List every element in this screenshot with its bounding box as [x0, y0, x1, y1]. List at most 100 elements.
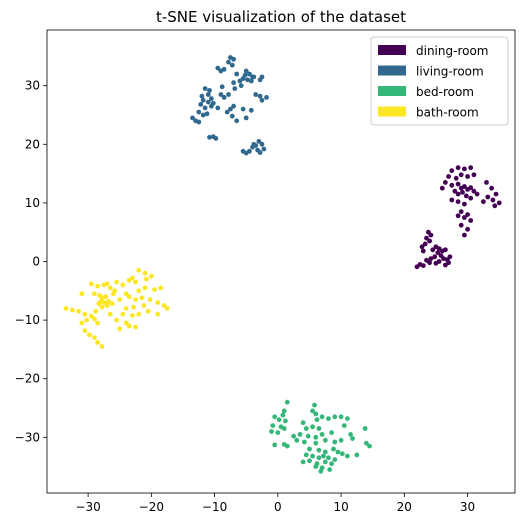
point-living-room: [221, 95, 227, 100]
point-bed-room: [319, 414, 325, 420]
point-dining-room: [458, 222, 464, 228]
point-bed-room: [350, 436, 355, 441]
x-axis: −30 −20 −10 0 10 20 30: [75, 493, 475, 514]
point-dining-room: [455, 181, 461, 187]
legend-swatch-bath-room: [378, 106, 406, 117]
point-dining-room: [455, 165, 461, 171]
point-dining-room: [471, 188, 477, 194]
y-tick-label: −20: [15, 372, 40, 386]
point-living-room: [231, 80, 237, 86]
legend-box: [370, 36, 509, 126]
point-bath-room: [107, 311, 113, 317]
point-living-room: [261, 146, 267, 152]
legend: dining-room living-room bed-room bath-room: [370, 36, 509, 126]
point-bed-room: [272, 414, 278, 420]
point-bath-room: [131, 304, 137, 310]
point-dining-room: [430, 247, 436, 253]
point-bed-room: [321, 453, 326, 459]
point-living-room: [202, 105, 208, 111]
point-bed-room: [284, 443, 290, 449]
point-living-room: [243, 68, 249, 74]
point-dining-room: [463, 193, 469, 199]
y-axis: −30 −20 −10 0 10 20 30: [15, 79, 47, 444]
point-dining-room: [443, 262, 448, 268]
point-bath-room: [155, 311, 161, 317]
point-dining-room: [443, 180, 448, 185]
point-bath-room: [63, 306, 69, 311]
chart-title: t-SNE visualization of the dataset: [156, 8, 406, 26]
point-bath-room: [95, 320, 100, 326]
point-bed-room: [338, 414, 344, 420]
point-bed-room: [300, 420, 306, 426]
point-dining-room: [447, 254, 453, 260]
y-tick-label: −30: [15, 430, 40, 444]
point-bed-room: [300, 459, 306, 465]
point-bed-room: [348, 432, 353, 437]
point-bath-room: [88, 313, 94, 319]
point-bath-room: [136, 311, 142, 317]
point-bed-room: [332, 457, 338, 462]
point-bath-room: [104, 303, 110, 308]
point-bath-room: [99, 344, 105, 349]
point-bath-room: [141, 303, 147, 308]
point-bath-room: [114, 317, 119, 323]
point-bed-room: [281, 408, 287, 414]
point-bath-room: [143, 276, 149, 282]
point-bed-room: [275, 430, 281, 435]
point-living-room: [240, 148, 246, 154]
point-bed-room: [284, 399, 290, 405]
point-living-room: [238, 83, 244, 89]
point-bed-room: [329, 461, 334, 467]
point-bath-room: [133, 279, 138, 285]
point-bath-room: [120, 311, 126, 317]
point-bath-room: [123, 306, 129, 311]
point-dining-room: [449, 168, 455, 174]
point-bed-room: [339, 451, 345, 457]
point-living-room: [240, 106, 246, 112]
point-dining-room: [452, 188, 458, 194]
point-living-room: [215, 105, 221, 111]
point-dining-room: [460, 189, 465, 195]
point-bed-room: [318, 468, 324, 474]
point-living-room: [256, 139, 262, 144]
point-dining-room: [449, 197, 455, 203]
point-dining-room: [449, 182, 455, 188]
x-tick-label: 30: [460, 500, 475, 514]
point-bed-room: [307, 458, 312, 464]
point-living-room: [243, 115, 249, 121]
point-living-room: [226, 92, 231, 97]
point-bed-room: [345, 453, 350, 459]
point-living-room: [251, 141, 257, 147]
point-dining-room: [419, 244, 425, 250]
point-bed-room: [341, 423, 347, 428]
point-dining-room: [443, 247, 448, 253]
point-dining-room: [428, 256, 434, 261]
point-dining-room: [427, 238, 432, 244]
point-living-room: [198, 102, 204, 107]
point-bath-room: [136, 267, 142, 273]
series-dining-room: [414, 165, 502, 270]
point-bed-room: [291, 433, 296, 439]
point-living-room: [257, 77, 263, 83]
point-bath-room: [76, 308, 81, 314]
point-bath-room: [117, 297, 123, 302]
point-dining-room: [420, 263, 426, 268]
point-dining-room: [492, 203, 498, 209]
point-bath-room: [130, 313, 135, 318]
point-dining-room: [462, 184, 467, 189]
point-living-room: [257, 93, 263, 99]
point-bed-room: [305, 433, 311, 439]
point-bed-room: [362, 426, 368, 431]
point-living-room: [209, 103, 214, 109]
point-dining-room: [462, 166, 467, 172]
point-dining-room: [471, 172, 477, 178]
point-bath-room: [123, 291, 129, 297]
point-dining-room: [432, 254, 438, 260]
point-bed-room: [313, 440, 319, 446]
x-tick-label: 0: [274, 500, 282, 514]
point-bed-room: [327, 467, 333, 472]
point-living-room: [231, 56, 237, 62]
point-bed-room: [345, 416, 350, 421]
point-dining-room: [453, 175, 459, 181]
